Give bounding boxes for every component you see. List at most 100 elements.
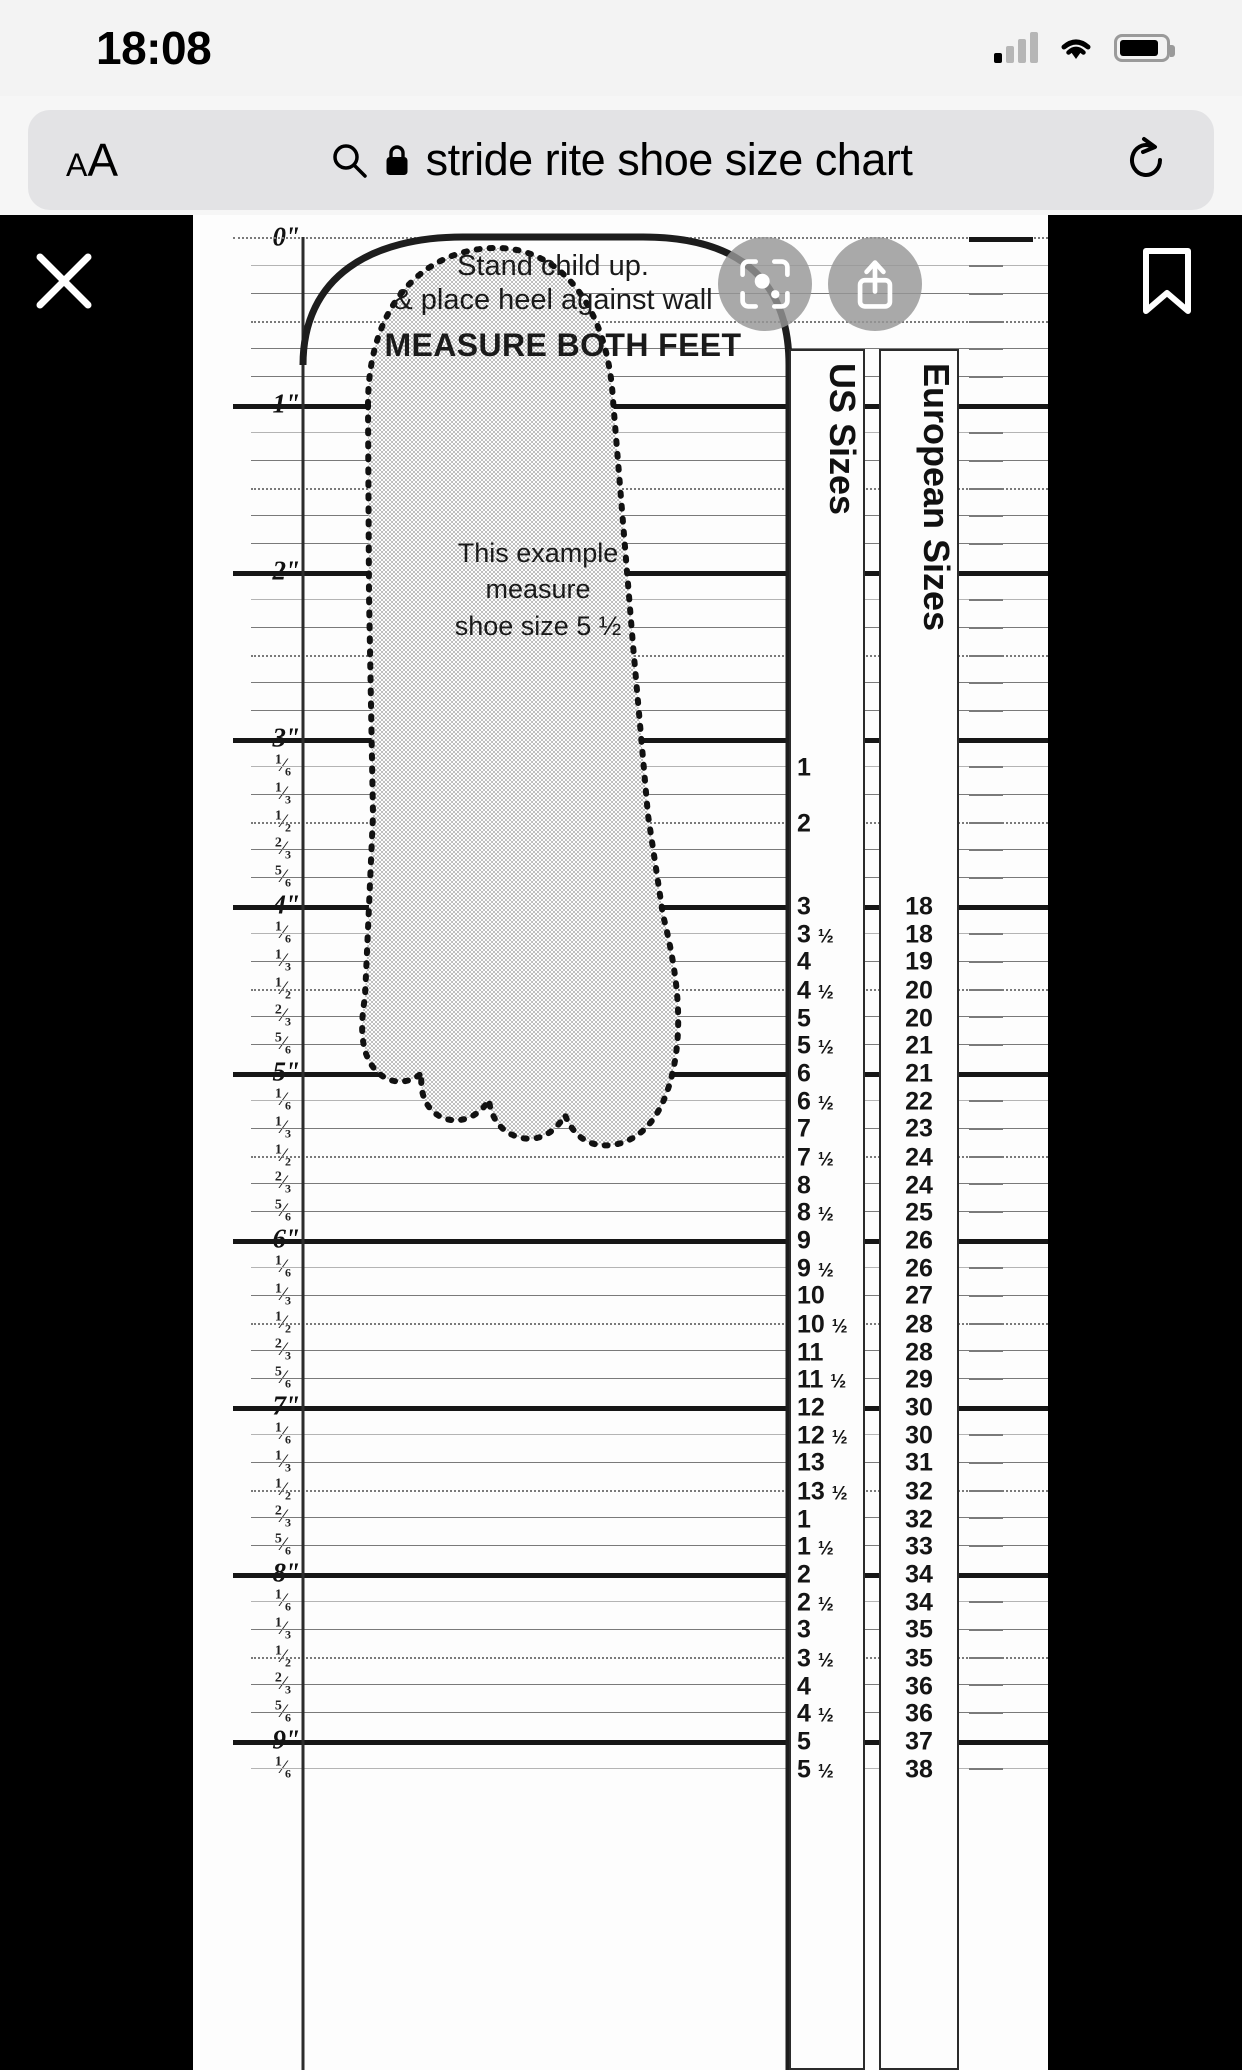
fraction-label: 2⁄3 [274,1169,291,1196]
visual-lookup-icon [740,259,790,309]
fraction-label: 1⁄6 [274,919,291,946]
fraction-label: 1⁄2 [274,807,291,835]
us-size-value: 7 [797,1114,811,1143]
fraction-label: 1⁄3 [274,947,291,974]
european-size-value: 35 [905,1615,933,1644]
fraction-label: 2⁄3 [274,1336,291,1363]
text-size-large-label: A [87,134,119,186]
fraction-label: 1⁄2 [274,1475,291,1503]
us-size-value: 8 ½ [797,1198,834,1227]
us-size-value: 3 [797,892,811,921]
annotation-measure-both-feet: MEASURE BOTH FEET [384,327,742,363]
right-tick [969,1099,1003,1102]
european-size-value: 21 [905,1059,933,1088]
right-tick [969,1072,1033,1077]
us-size-value: 4 [797,947,811,976]
us-size-value: 4 [797,1672,811,1701]
right-tick [969,1322,1003,1325]
right-tick-marks [969,215,1048,2070]
us-size-value: 5 ½ [797,1031,834,1060]
us-size-value: 2 ½ [797,1588,834,1617]
right-tick [969,1266,1003,1269]
european-sizes-header: European Sizes [916,363,957,632]
fraction-label: 1⁄6 [274,1086,291,1113]
right-tick [969,431,1003,434]
right-tick [969,1239,1033,1244]
us-size-value: 5 [797,1004,811,1033]
right-tick [969,1433,1003,1436]
right-tick [969,682,1003,685]
european-size-value: 31 [905,1448,933,1477]
right-tick [969,877,1003,880]
european-size-value: 24 [905,1143,933,1171]
fraction-label: 5⁄6 [274,1197,291,1224]
bookmark-icon[interactable] [1136,245,1198,317]
right-tick [969,626,1003,629]
fraction-label: 1⁄2 [274,1141,291,1169]
right-tick [969,960,1003,963]
european-size-value: 26 [905,1254,933,1283]
right-tick [969,1573,1033,1578]
us-size-value: 3 ½ [797,1644,834,1672]
european-size-value: 35 [905,1644,933,1672]
right-tick [969,1767,1003,1770]
status-time: 18:08 [96,22,212,74]
url-display[interactable]: stride rite shoe size chart [28,134,1214,186]
inch-label: 3" [272,722,300,753]
european-size-value: 32 [905,1477,933,1505]
fraction-label: 1⁄3 [274,1281,291,1308]
right-tick [969,1712,1003,1715]
fraction-rule-line [251,292,1048,294]
right-tick [969,543,1003,546]
european-size-value: 30 [905,1393,933,1422]
us-size-value: 6 [797,1059,811,1088]
right-tick [969,1350,1003,1353]
share-button[interactable] [828,237,922,331]
close-icon[interactable] [30,247,98,315]
european-size-value: 36 [905,1672,933,1701]
foot-measuring-chart-image[interactable]: 0" 1" 2" 3" 4" 5" 6" 7" 8" 9" 1⁄6 1⁄3 1⁄2 2⁄3 5⁄6 1⁄6 1⁄… [193,215,1048,2070]
european-size-value: 33 [905,1532,933,1561]
us-size-value: 7 ½ [797,1143,834,1171]
right-tick [969,1127,1003,1130]
url-text: stride rite shoe size chart [425,134,913,185]
reload-icon[interactable] [1124,136,1168,184]
fraction-label: 1⁄6 [274,1420,291,1447]
text-size-small-label: A [66,147,88,183]
european-size-value: 20 [905,1004,933,1033]
us-size-value: 3 [797,1615,811,1644]
right-tick [969,404,1033,409]
wifi-icon [1061,39,1091,59]
european-size-value: 29 [905,1365,933,1394]
fraction-label: 5⁄6 [274,1364,291,1391]
european-size-value: 34 [905,1560,933,1589]
right-tick [969,849,1003,852]
right-tick [969,1294,1003,1297]
fraction-label: 1⁄2 [274,1308,291,1336]
inch-label: 4" [272,889,300,920]
right-tick [969,1461,1003,1464]
right-tick [969,1628,1003,1631]
inch-label: 2" [272,555,300,586]
status-bar: 18:08 [0,0,1242,96]
us-sizes-header: US Sizes [822,363,863,516]
fraction-rule-line [251,320,1048,323]
right-tick [969,1545,1003,1548]
us-size-value: 4 ½ [797,976,834,1004]
fraction-label: 2⁄3 [274,835,291,862]
right-tick [969,1489,1003,1492]
us-size-value: 3 ½ [797,920,834,949]
lock-icon [386,145,408,175]
right-tick [969,264,1003,267]
fraction-label: 1⁄2 [274,1642,291,1670]
us-size-value: 8 [797,1171,811,1200]
visual-lookup-button[interactable] [718,237,812,331]
fraction-label: 1⁄2 [274,974,291,1002]
us-size-value: 5 [797,1727,811,1756]
fraction-label: 1⁄6 [274,1587,291,1614]
european-size-value: 21 [905,1031,933,1060]
inch-label: 5" [272,1056,300,1087]
